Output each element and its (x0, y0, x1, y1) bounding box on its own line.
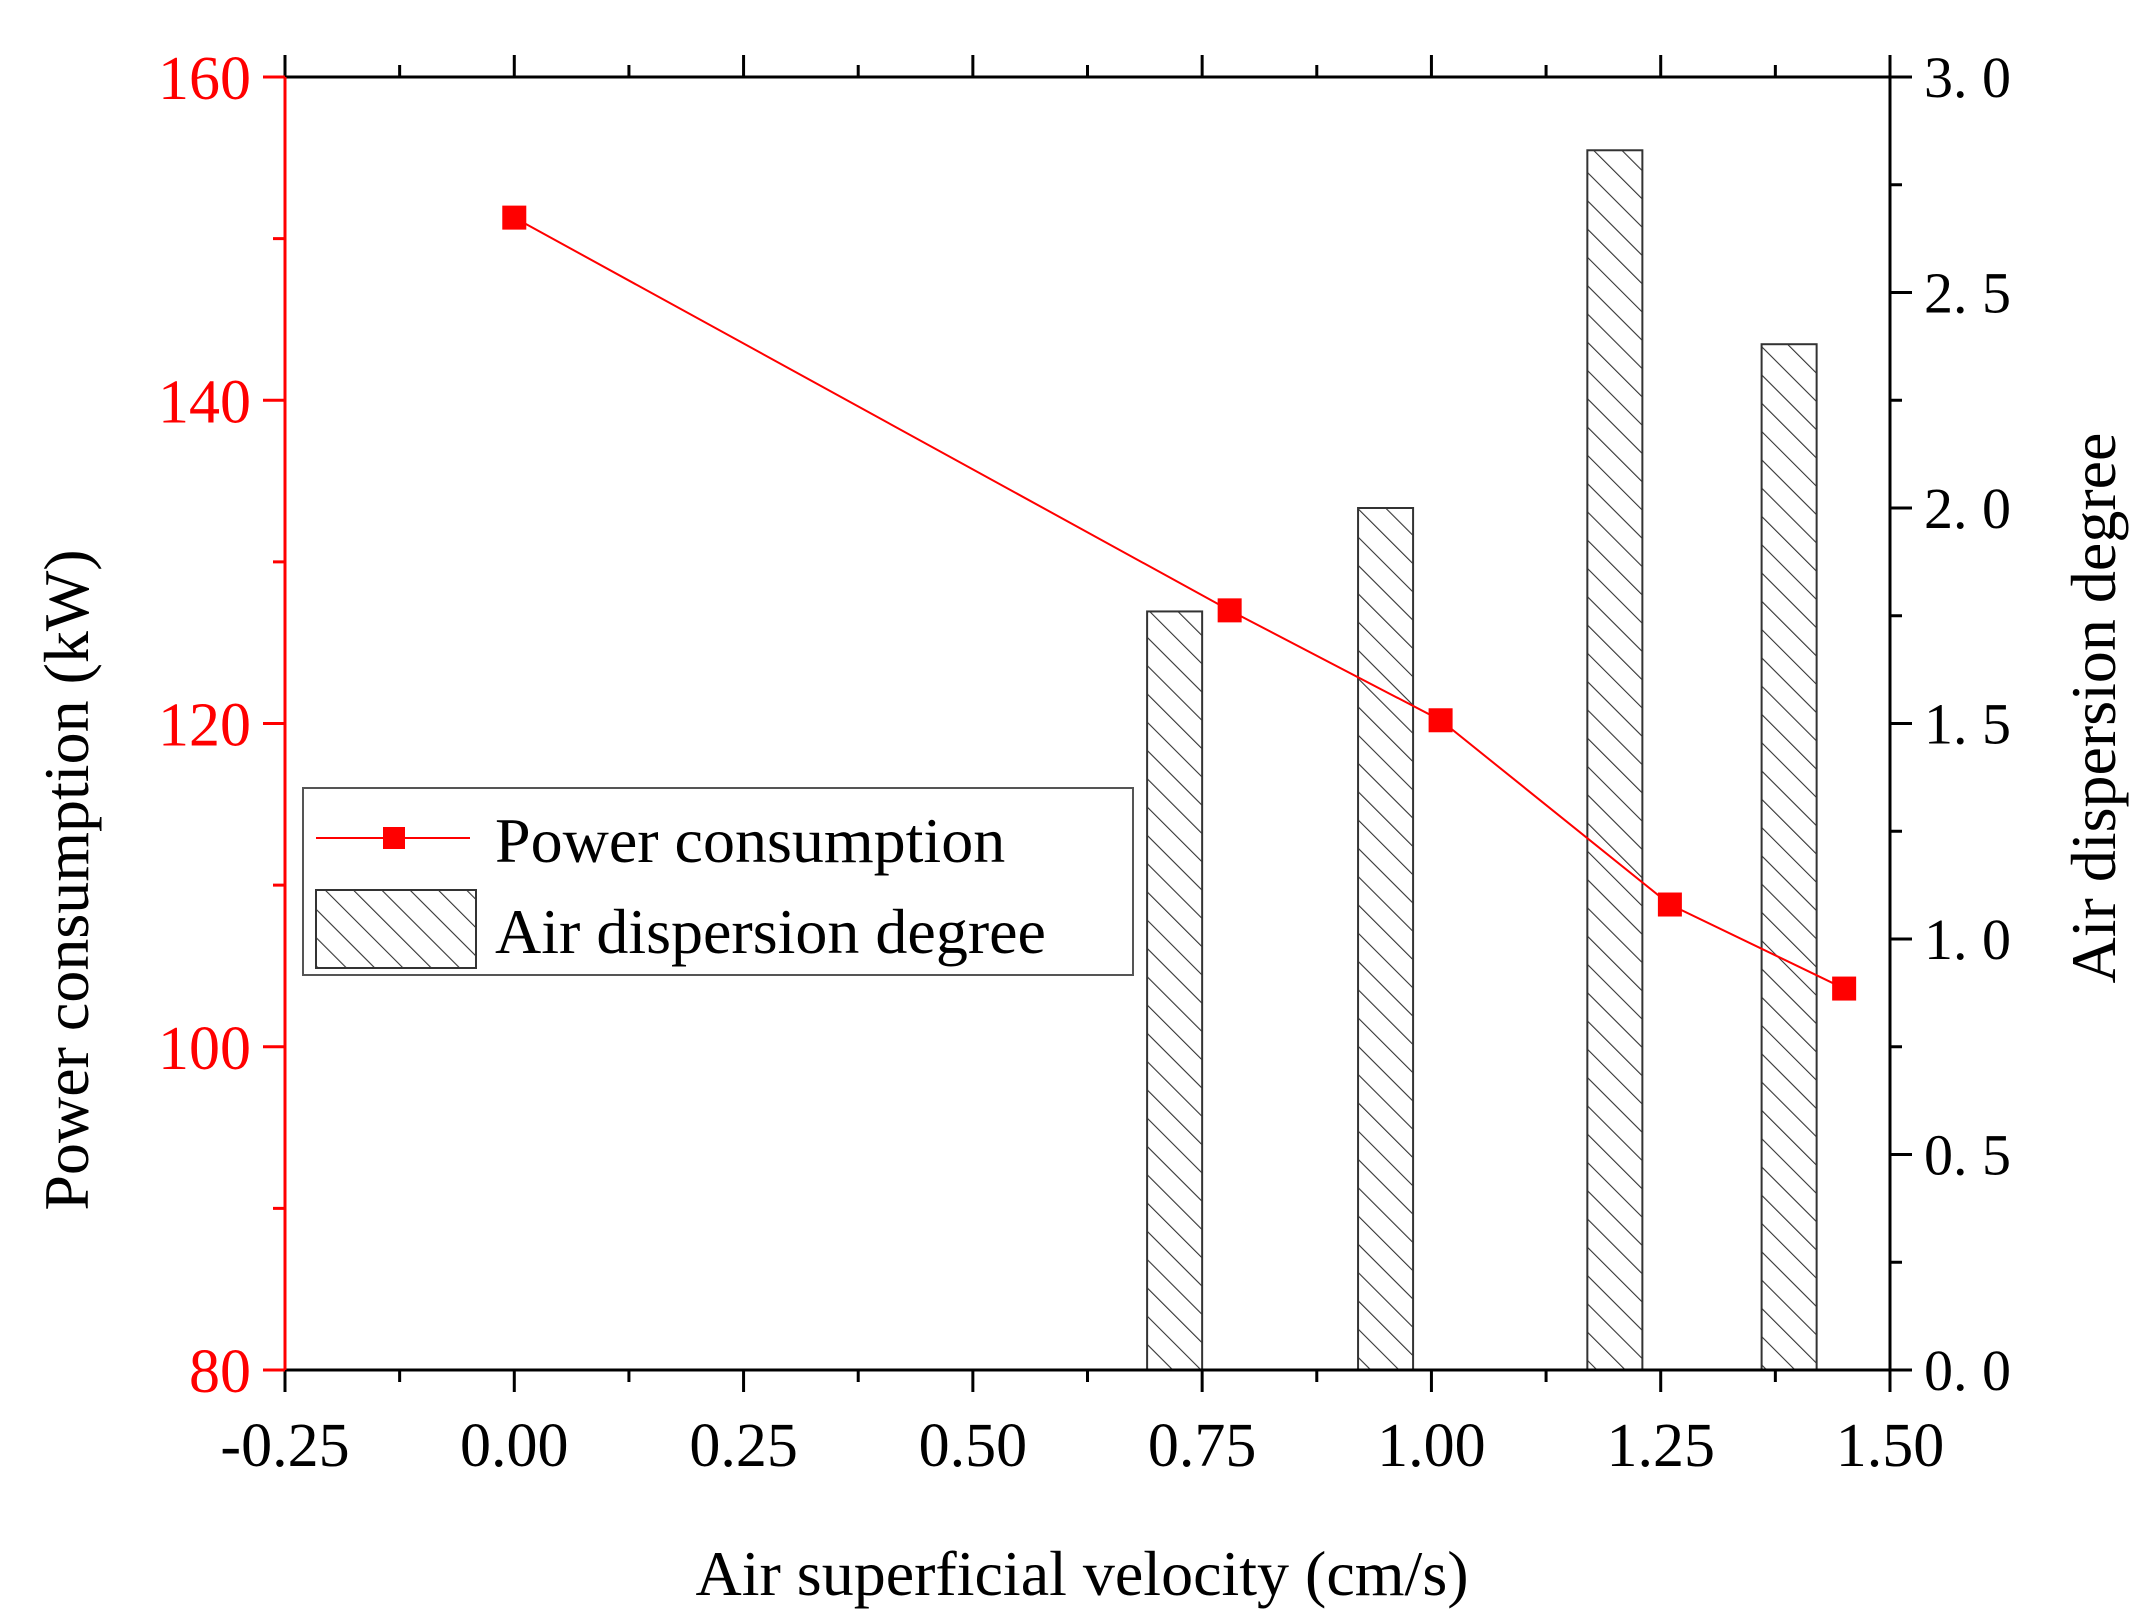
y-right-tick-label-3: 1. 5 (1924, 692, 2011, 757)
y-left-tick-label-3: 140 (158, 368, 251, 436)
x-axis-title: Air superficial velocity (cm/s) (695, 1538, 1468, 1609)
y-right-tick-label-2: 1. 0 (1924, 907, 2011, 972)
legend-label-power: Power consumption (495, 805, 1005, 876)
x-tick-label-6: 1.25 (1606, 1412, 1715, 1480)
x-tick-label-1: 0.00 (460, 1412, 569, 1480)
bars-layer (1146, 149, 1818, 1372)
bar-dispersion-3 (1760, 343, 1818, 1372)
bar-dispersion-2 (1586, 149, 1644, 1371)
x-tick-label-0: -0.25 (220, 1412, 349, 1480)
x-tick-label-4: 0.75 (1148, 1412, 1257, 1480)
x-tick-label-2: 0.25 (689, 1412, 798, 1480)
y-right-tick-label-4: 2. 0 (1924, 476, 2011, 541)
axes-layer: -0.25 0.00 0.25 0.50 0.75 1.00 1.25 1.50 80 100 12… (158, 45, 2011, 1480)
x-tick-label-7: 1.50 (1836, 1412, 1945, 1480)
y-right-tick-label-1: 0. 5 (1924, 1123, 2011, 1188)
y-right-tick-label-0: 0. 0 (1924, 1338, 2011, 1403)
legend-bar-sample (315, 889, 477, 969)
y-right-tick-label-5: 2. 5 (1924, 261, 2011, 326)
marker-power-3 (1657, 892, 1682, 917)
y-left-tick-label-4: 160 (158, 45, 251, 113)
marker-power-2 (1428, 708, 1453, 733)
y-left-tick-label-2: 120 (158, 692, 251, 760)
line-layer (502, 205, 1857, 1001)
y-left-tick-label-1: 100 (158, 1015, 251, 1083)
marker-power-4 (1832, 976, 1857, 1001)
y-right-tick-label-6: 3. 0 (1924, 45, 2011, 110)
marker-power-0 (502, 205, 527, 230)
y-left-tick-label-0: 80 (189, 1338, 251, 1406)
x-tick-label-3: 0.50 (919, 1412, 1028, 1480)
legend-label-dispersion: Air dispersion degree (495, 896, 1046, 967)
bar-dispersion-1 (1357, 507, 1415, 1371)
bar-dispersion-0 (1146, 610, 1204, 1371)
x-tick-label-5: 1.00 (1377, 1412, 1486, 1480)
y-axis-left-title: Power consumption (kW) (31, 549, 102, 1210)
marker-power-1 (1217, 598, 1242, 623)
y-axis-right-title: Air dispersion degree (2058, 433, 2129, 984)
legend-marker-sample (383, 827, 405, 849)
legend: Power consumption Air dispersion degree (302, 787, 1134, 976)
